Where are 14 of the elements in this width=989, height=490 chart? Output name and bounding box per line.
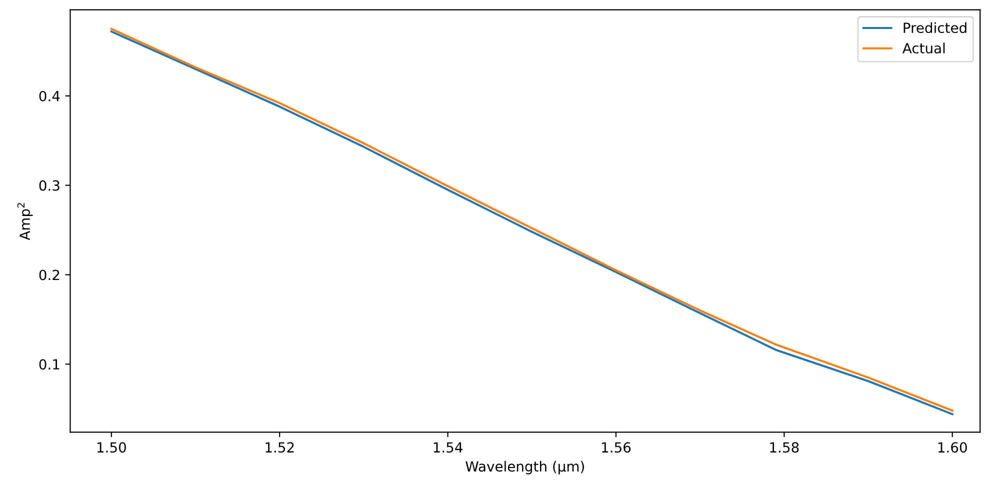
y-tick-label: 0.2 [39, 270, 60, 280]
x-tick-label: 1.60 [938, 442, 967, 453]
x-tick-label: 1.56 [602, 442, 631, 453]
y-axis-title: Amp$^{2}$ [17, 203, 33, 240]
x-axis-title: Wavelength (μm) [466, 460, 584, 474]
legend-label: Actual [902, 42, 945, 54]
y-tick-label: 0.1 [39, 359, 60, 370]
legend-label: Predicted [904, 22, 966, 34]
x-tick-label: 1.54 [434, 442, 462, 453]
y-tick-label: 0.4 [39, 90, 60, 102]
x-tick-label: 1.58 [770, 442, 799, 453]
y-tick-label: 0.3 [39, 180, 60, 191]
x-tick-label: 1.52 [266, 442, 294, 453]
x-tick-label: 1.50 [97, 442, 126, 453]
